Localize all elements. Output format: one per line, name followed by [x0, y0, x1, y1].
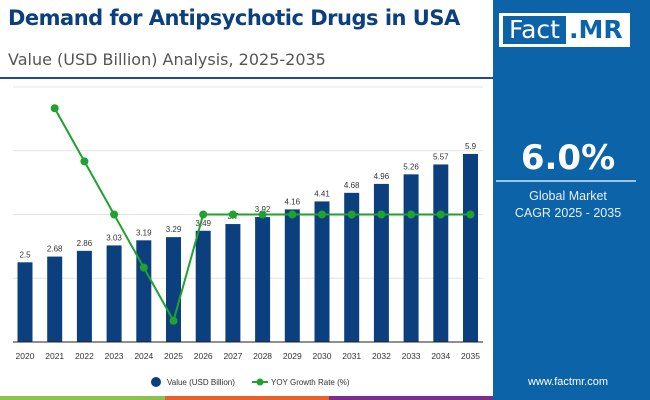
logo-text-mr: .MR — [569, 15, 623, 44]
growth-point-2028 — [258, 210, 267, 219]
bar-label-2032: 4.96 — [374, 172, 390, 181]
x-tick-2026: 2026 — [194, 351, 213, 361]
bar-2030 — [314, 201, 330, 342]
growth-point-2033 — [407, 210, 416, 219]
logo-text-fact: Fact — [503, 16, 566, 44]
chart-title: Demand for Antipsychotic Drugs in USA — [8, 6, 460, 30]
x-tick-2028: 2028 — [253, 351, 272, 361]
chart-subtitle: Value (USD Billion) Analysis, 2025-2035 — [8, 50, 326, 69]
x-tick-2031: 2031 — [342, 351, 361, 361]
bar-label-2035: 5.9 — [465, 142, 477, 151]
website-link[interactable]: www.factmr.com — [527, 376, 609, 388]
bar-2032 — [373, 183, 389, 342]
bar-2021 — [47, 256, 63, 342]
bar-2029 — [284, 209, 300, 342]
growth-point-2025 — [169, 316, 178, 325]
x-tick-2024: 2024 — [134, 351, 153, 361]
bar-2020 — [17, 262, 33, 342]
x-tick-2023: 2023 — [105, 351, 124, 361]
stripe-purple — [329, 396, 493, 400]
growth-point-2035 — [466, 210, 475, 219]
factmr-logo: Fact .MR — [499, 13, 630, 47]
bar-2025 — [166, 237, 181, 342]
x-tick-2032: 2032 — [372, 351, 391, 361]
x-tick-2033: 2033 — [402, 351, 421, 361]
bar-2024 — [136, 240, 152, 342]
bar-label-2031: 4.68 — [344, 181, 360, 190]
cagr-label-2: CAGR 2025 - 2035 — [514, 206, 622, 220]
x-tick-2025: 2025 — [164, 351, 183, 361]
bar-label-2033: 5.26 — [403, 162, 419, 171]
bar-label-2020: 2.5 — [19, 250, 31, 259]
bar-2034 — [433, 164, 449, 342]
bar-label-2021: 2.68 — [47, 245, 63, 254]
x-tick-2021: 2021 — [45, 351, 64, 361]
bar-2035 — [463, 153, 478, 342]
growth-point-2032 — [377, 210, 386, 219]
bar-2031 — [344, 192, 360, 342]
growth-point-2026 — [199, 210, 208, 219]
bar-label-2022: 2.86 — [77, 239, 93, 248]
bar-2022 — [76, 250, 92, 342]
legend-bar-label: Value (USD Billion) — [167, 378, 235, 387]
growth-point-2031 — [347, 210, 356, 219]
bar-2026 — [195, 230, 211, 342]
cagr-divider — [496, 180, 636, 182]
title-divider — [0, 77, 493, 79]
side-panel: Fact .MR 6.0% Global Market CAGR 2025 - … — [493, 0, 650, 400]
legend-line-label: YOY Growth Rate (%) — [271, 378, 350, 387]
x-tick-2029: 2029 — [283, 351, 302, 361]
cagr-value: 6.0% — [520, 138, 616, 178]
cagr-label-1: Global Market — [529, 189, 607, 203]
growth-point-2023 — [110, 210, 119, 219]
bar-2028 — [255, 217, 271, 342]
x-tick-2022: 2022 — [75, 351, 94, 361]
x-tick-2030: 2030 — [313, 351, 332, 361]
bar-label-2025: 3.29 — [166, 225, 182, 234]
bar-label-2034: 5.57 — [433, 152, 449, 161]
growth-point-2027 — [228, 210, 237, 219]
stripe-orange — [165, 396, 329, 400]
bar-2027 — [225, 224, 241, 342]
bar-label-2023: 3.03 — [106, 233, 122, 242]
bar-2033 — [403, 174, 419, 342]
bar-label-2024: 3.19 — [136, 228, 152, 237]
legend-line-marker — [256, 378, 264, 386]
bar-2023 — [106, 245, 122, 342]
bar-label-2026: 3.49 — [195, 219, 211, 228]
x-tick-2035: 2035 — [461, 351, 480, 361]
growth-point-2022 — [80, 157, 89, 166]
stripe-green — [0, 396, 165, 400]
chart: 2.5 2020 2.68 2021 2.86 2022 3.03 2023 3.19 2024 3… — [13, 86, 483, 387]
growth-point-2034 — [436, 210, 445, 219]
x-tick-2027: 2027 — [223, 351, 242, 361]
growth-point-2021 — [50, 104, 59, 113]
bar-label-2030: 4.41 — [314, 189, 330, 198]
bar-label-2029: 4.16 — [285, 197, 301, 206]
growth-point-2029 — [288, 210, 297, 219]
legend-bar-swatch — [151, 377, 161, 387]
growth-point-2024 — [139, 263, 148, 272]
bar-label-2028: 3.92 — [255, 205, 271, 214]
x-tick-2034: 2034 — [431, 351, 450, 361]
x-tick-2020: 2020 — [16, 351, 35, 361]
growth-point-2030 — [318, 210, 326, 219]
